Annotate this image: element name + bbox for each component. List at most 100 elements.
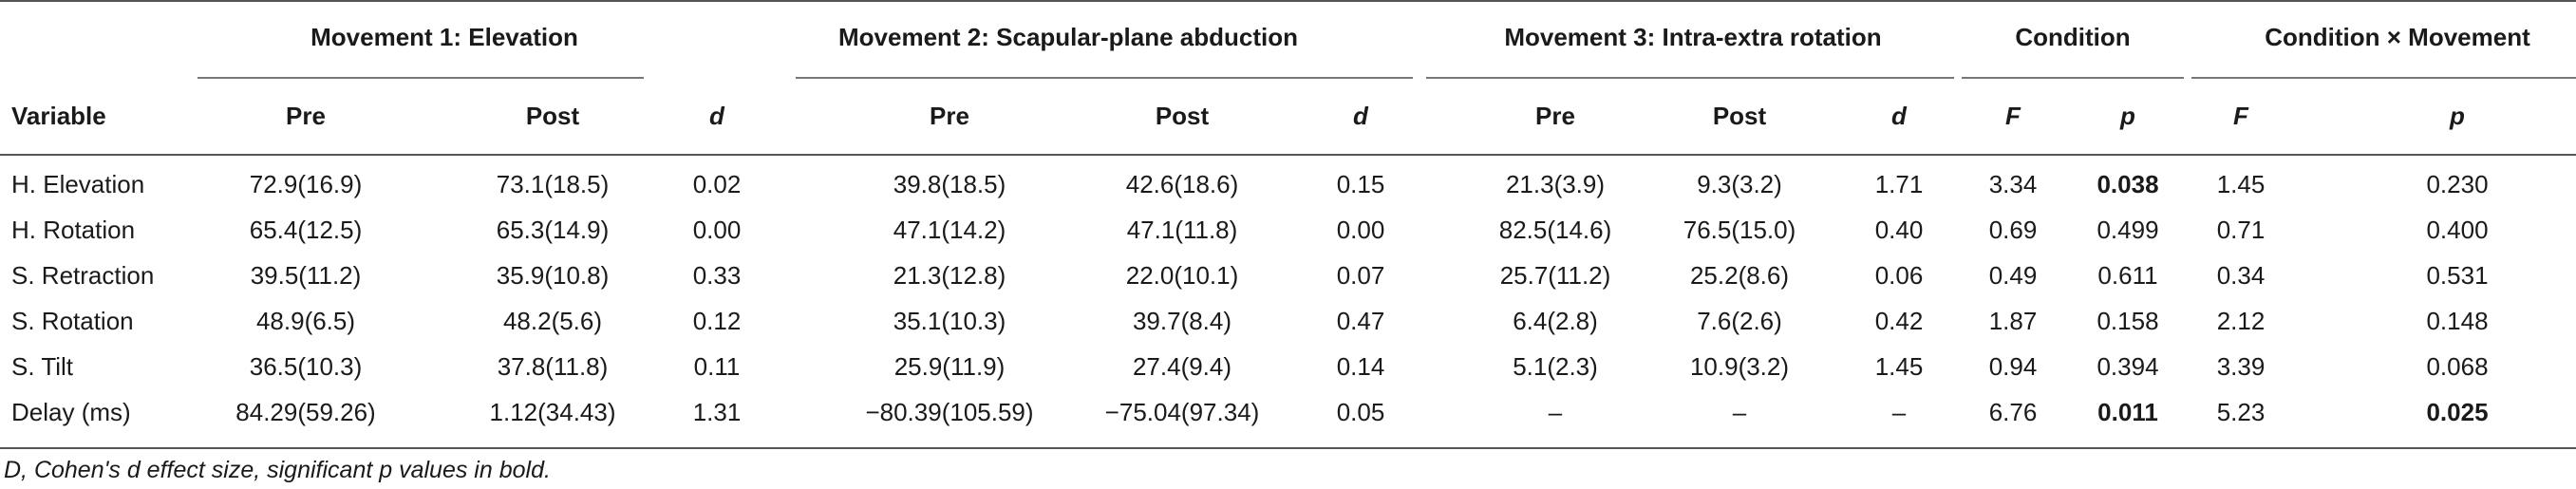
table-cell: 76.5(15.0) — [1683, 216, 1796, 244]
table-cell: 0.49 — [1988, 261, 2038, 290]
table-cell: 0.531 — [2426, 261, 2489, 290]
table-cell: 3.39 — [2216, 352, 2266, 381]
table-cell: 3.34 — [1988, 170, 2038, 198]
column-header-d: d — [1891, 102, 1907, 130]
table-cell: 39.8(18.5) — [893, 170, 1006, 198]
column-header-p: p — [2120, 102, 2135, 130]
column-header-post: Post — [1712, 102, 1767, 130]
table-cell: 47.1(11.8) — [1126, 216, 1238, 244]
bottom-rule — [0, 447, 2576, 449]
table-cell: 0.499 — [2097, 216, 2159, 244]
table-cell: 0.400 — [2426, 216, 2489, 244]
table-cell: 1.87 — [1988, 307, 2038, 335]
row-label: S. Retraction — [11, 261, 155, 290]
table-cell: 0.14 — [1336, 352, 1385, 381]
table-cell: 37.8(11.8) — [497, 352, 609, 381]
table-cell: 0.230 — [2426, 170, 2489, 198]
group-rule-condition — [1962, 77, 2184, 79]
table-cell: 0.33 — [692, 261, 742, 290]
table-cell: 0.34 — [2216, 261, 2266, 290]
top-rule — [0, 0, 2576, 2]
group-rule-movement-2 — [796, 77, 1413, 79]
table-cell: 0.158 — [2097, 307, 2159, 335]
table-cell: 39.7(8.4) — [1132, 307, 1232, 335]
group-rule-interaction — [2191, 77, 2576, 79]
table-cell: 0.02 — [692, 170, 742, 198]
column-header-pre: Pre — [286, 102, 326, 130]
group-rule-movement-1 — [197, 77, 644, 79]
group-header-movement-3: Movement 3: Intra-extra rotation — [1504, 23, 1882, 51]
table-cell: 0.038 — [2097, 170, 2159, 198]
column-header-p: p — [2450, 102, 2465, 130]
table-cell: 35.1(10.3) — [893, 307, 1006, 335]
table-cell: 36.5(10.3) — [249, 352, 363, 381]
table-cell: 2.12 — [2216, 307, 2266, 335]
table-cell: 0.05 — [1336, 398, 1385, 426]
table-cell: 73.1(18.5) — [496, 170, 610, 198]
table-cell: 22.0(10.1) — [1125, 261, 1239, 290]
table-cell: 9.3(3.2) — [1697, 170, 1782, 198]
column-header-f: F — [2005, 102, 2021, 130]
row-label: H. Elevation — [11, 170, 145, 198]
column-header-post: Post — [525, 102, 580, 130]
row-label: S. Rotation — [11, 307, 134, 335]
table-cell: 0.011 — [2097, 398, 2158, 426]
table-cell: 82.5(14.6) — [1498, 216, 1612, 244]
table-cell: 65.4(12.5) — [249, 216, 363, 244]
table-cell: 0.00 — [692, 216, 742, 244]
column-header-d: d — [709, 102, 724, 130]
group-header-movement-2: Movement 2: Scapular-plane abduction — [838, 23, 1298, 51]
table-cell: 0.69 — [1988, 216, 2038, 244]
row-label: S. Tilt — [11, 352, 74, 381]
row-label: Delay (ms) — [11, 398, 131, 426]
table-cell: 0.07 — [1336, 261, 1385, 290]
table-cell: 0.15 — [1336, 170, 1385, 198]
table-cell: 6.76 — [1988, 398, 2038, 426]
table-cell: 35.9(10.8) — [496, 261, 610, 290]
group-header-movement-1: Movement 1: Elevation — [310, 23, 578, 51]
table-cell: 0.025 — [2426, 398, 2489, 426]
table-cell: 0.71 — [2216, 216, 2266, 244]
table-cell: – — [1732, 398, 1747, 426]
table-cell: 0.611 — [2097, 261, 2158, 290]
column-header-post: Post — [1155, 102, 1210, 130]
column-header-pre: Pre — [930, 102, 969, 130]
column-header-f: F — [2233, 102, 2248, 130]
column-header-variable: Variable — [11, 102, 106, 130]
table-cell: 48.9(6.5) — [255, 307, 356, 335]
table-cell: 0.40 — [1874, 216, 1924, 244]
table-cell: 65.3(14.9) — [496, 216, 610, 244]
table-cell: 7.6(2.6) — [1697, 307, 1782, 335]
column-header-d: d — [1353, 102, 1368, 130]
row-label: H. Rotation — [11, 216, 136, 244]
table-cell: −75.04(97.34) — [1104, 398, 1260, 426]
table-cell: 72.9(16.9) — [249, 170, 363, 198]
table-cell: 0.06 — [1874, 261, 1924, 290]
table-cell: 1.31 — [692, 398, 742, 426]
table-cell: 0.94 — [1988, 352, 2038, 381]
table-cell: 10.9(3.2) — [1689, 352, 1790, 381]
table-cell: – — [1548, 398, 1563, 426]
table-cell: 25.2(8.6) — [1689, 261, 1790, 290]
table-cell: 0.394 — [2097, 352, 2159, 381]
table-cell: 21.3(12.8) — [893, 261, 1006, 290]
table-cell: 5.1(2.3) — [1513, 352, 1598, 381]
table-cell: 6.4(2.8) — [1513, 307, 1598, 335]
group-header-condition: Condition — [2015, 23, 2131, 51]
table-cell: 84.29(59.26) — [235, 398, 376, 426]
table-cell: – — [1891, 398, 1907, 426]
table-cell: 1.71 — [1874, 170, 1924, 198]
table-cell: 0.42 — [1874, 307, 1924, 335]
table-cell: 42.6(18.6) — [1125, 170, 1239, 198]
table-cell: 25.9(11.9) — [893, 352, 1006, 381]
table-cell: 48.2(5.6) — [502, 307, 603, 335]
group-header-interaction: Condition × Movement — [2265, 23, 2530, 51]
table-cell: 0.12 — [692, 307, 742, 335]
table-cell: 1.45 — [2216, 170, 2266, 198]
table-cell: 21.3(3.9) — [1505, 170, 1606, 198]
table-cell: 1.45 — [1874, 352, 1924, 381]
table-cell: 0.11 — [693, 352, 741, 381]
table-cell: 25.7(11.2) — [1499, 261, 1611, 290]
table-cell: 0.068 — [2426, 352, 2489, 381]
